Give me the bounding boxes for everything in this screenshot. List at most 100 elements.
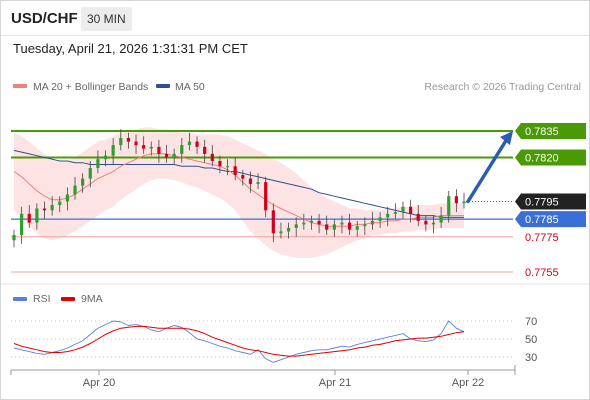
- rsi-line: [13, 320, 465, 363]
- candle: [218, 155, 222, 174]
- candle: [286, 222, 291, 239]
- candle: [340, 215, 344, 234]
- candle: [454, 189, 458, 213]
- rsi-tick-label: 30: [525, 352, 537, 364]
- ma20-line: [13, 153, 464, 227]
- interval-button[interactable]: 30 MIN: [81, 7, 132, 31]
- level-badge-pivot: [515, 211, 586, 228]
- legend-swatch-9ma: [61, 297, 75, 301]
- candle: [103, 150, 108, 167]
- rsi-legend: RSI 9MA: [13, 293, 103, 305]
- candle: [225, 159, 230, 176]
- candle: [241, 169, 245, 186]
- candle: [294, 217, 298, 237]
- candle: [271, 203, 275, 243]
- candle: [447, 190, 451, 223]
- candle: [164, 145, 169, 163]
- moving-averages: [13, 149, 464, 227]
- candle: [35, 203, 39, 230]
- candle: [233, 157, 237, 181]
- candle: [195, 136, 199, 154]
- candle: [134, 134, 138, 154]
- candle: [119, 129, 123, 151]
- candle: [309, 215, 314, 230]
- candle: [50, 196, 54, 216]
- candle: [409, 199, 413, 223]
- bollinger-bands: [14, 127, 464, 258]
- price-levels: [11, 130, 513, 273]
- candle: [210, 145, 214, 167]
- candle: [378, 212, 382, 228]
- level-label-support: 0.7775: [525, 232, 559, 244]
- candle: [462, 192, 466, 209]
- level-label-support: 0.7755: [525, 267, 559, 279]
- candle: [355, 220, 359, 237]
- candle: [20, 206, 24, 244]
- level-badge-last-price: [515, 193, 586, 210]
- candle: [96, 150, 100, 174]
- candle: [401, 201, 405, 220]
- candle: [325, 215, 329, 235]
- candle: [111, 138, 115, 165]
- level-label-resistance: 0.7820: [525, 152, 559, 164]
- candle: [386, 206, 390, 227]
- x-tick-label: Apr 20: [83, 377, 115, 389]
- candle: [126, 132, 131, 149]
- legend-swatch-bollinger: [13, 84, 27, 88]
- rsi-panel: 70 50 30: [11, 316, 537, 364]
- level-label-pivot: 0.7785: [525, 214, 559, 226]
- candle: [157, 139, 161, 163]
- rsi-ma-line: [13, 325, 465, 357]
- candle: [88, 160, 92, 188]
- candle: [248, 171, 253, 193]
- rsi-tick-label: 50: [525, 334, 537, 346]
- candle: [81, 173, 85, 193]
- rsi-tick-label: 70: [525, 316, 537, 328]
- candle: [264, 176, 268, 218]
- candle: [27, 205, 31, 228]
- candle: [172, 148, 176, 165]
- candle: [187, 132, 192, 151]
- level-badge-resistance: [515, 123, 586, 139]
- candle: [65, 187, 69, 211]
- legend-swatch-ma50: [156, 84, 170, 88]
- candle: [142, 136, 146, 154]
- legend-swatch-rsi: [13, 297, 27, 301]
- legend-rsi-label: RSI: [33, 293, 51, 305]
- datetime-label: Tuesday, April 21, 2026 1:31:31 PM CET: [13, 41, 248, 56]
- candle: [347, 213, 352, 235]
- level-label-last-price: 0.7795: [525, 197, 559, 209]
- level-label-resistance: 0.7835: [525, 126, 559, 138]
- legend-bollinger-label: MA 20 + Bollinger Bands: [33, 81, 148, 93]
- candle: [73, 176, 77, 200]
- candle: [439, 206, 443, 228]
- candle: [431, 215, 436, 234]
- candle: [424, 215, 428, 232]
- candle: [363, 217, 367, 235]
- candle: [42, 201, 47, 220]
- bollinger-band-area: [14, 127, 464, 258]
- forecast-arrow: [466, 131, 513, 204]
- main-legend: MA 20 + Bollinger Bands MA 50 Research ©…: [13, 81, 581, 93]
- x-tick-label: Apr 21: [319, 377, 351, 389]
- candle: [393, 203, 397, 220]
- candle: [279, 222, 283, 239]
- legend-9ma-label: 9MA: [81, 293, 103, 305]
- x-axis: Apr 20 Apr 21 Apr 22: [10, 365, 516, 389]
- legend-ma50-label: MA 50: [175, 81, 205, 93]
- symbol-label: USD/CHF: [11, 10, 78, 27]
- candle: [317, 213, 321, 234]
- candle: [332, 219, 336, 237]
- credit-label: Research © 2026 Trading Central: [424, 81, 581, 93]
- candlesticks: [12, 129, 466, 248]
- chart-header: USD/CHF 30 MIN: [0, 0, 590, 36]
- level-labels: 0.7835 0.7820 0.7795 0.7785 0.7775 0.7755: [515, 123, 586, 279]
- candle: [416, 205, 420, 227]
- ma50-line: [13, 149, 464, 218]
- candle: [256, 173, 260, 190]
- candle: [203, 139, 207, 163]
- level-badge-resistance: [515, 149, 586, 166]
- forecast-arrow-shaft: [466, 137, 509, 204]
- candle: [180, 138, 184, 163]
